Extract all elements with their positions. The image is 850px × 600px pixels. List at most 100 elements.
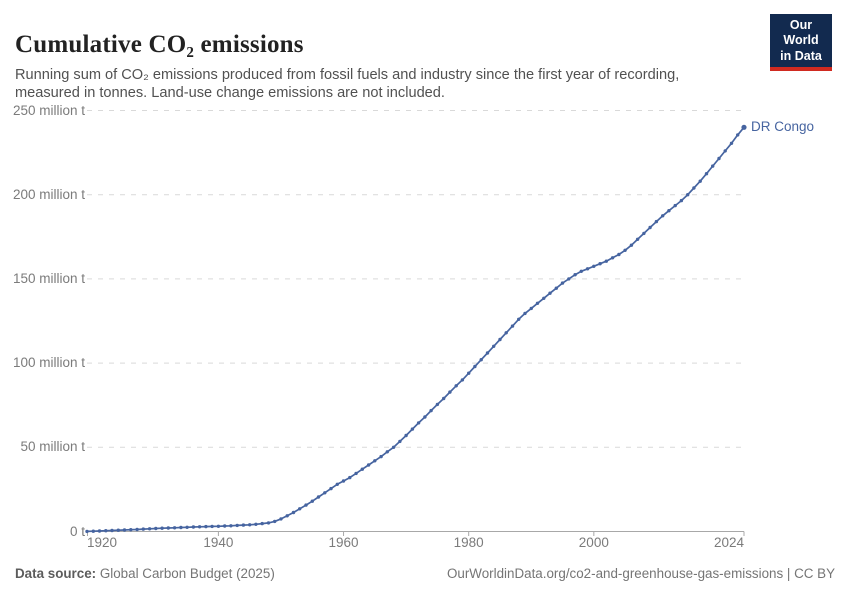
data-point[interactable] — [135, 527, 139, 532]
data-point[interactable] — [216, 524, 221, 528]
data-point[interactable] — [686, 193, 690, 197]
data-point[interactable] — [460, 378, 465, 382]
data-point[interactable] — [116, 528, 121, 532]
data-point[interactable] — [661, 214, 665, 218]
data-point[interactable] — [197, 525, 202, 529]
data-point[interactable] — [623, 248, 627, 252]
data-point[interactable] — [160, 526, 164, 530]
data-point[interactable] — [110, 528, 114, 533]
data-point[interactable] — [535, 301, 540, 305]
data-point[interactable] — [529, 306, 533, 311]
data-point[interactable] — [85, 529, 89, 534]
data-point[interactable] — [673, 203, 677, 208]
data-point[interactable] — [273, 519, 277, 524]
data-point[interactable] — [185, 525, 189, 529]
entity-label-dr-congo[interactable]: DR Congo — [751, 119, 815, 135]
data-point[interactable] — [323, 491, 327, 495]
data-point[interactable] — [485, 351, 490, 355]
data-point[interactable] — [573, 273, 577, 277]
data-point[interactable] — [635, 237, 640, 241]
owid-logo[interactable]: Our World in Data — [770, 14, 832, 71]
data-point[interactable] — [542, 296, 546, 300]
data-point[interactable] — [667, 209, 671, 213]
emissions-line[interactable] — [86, 126, 745, 533]
data-point[interactable] — [429, 408, 433, 413]
data-point[interactable] — [560, 281, 565, 285]
data-point[interactable] — [723, 149, 727, 153]
data-point-end[interactable] — [741, 124, 747, 130]
data-point[interactable] — [385, 450, 389, 454]
data-point[interactable] — [416, 421, 421, 425]
data-point[interactable] — [523, 311, 527, 316]
data-point[interactable] — [679, 198, 684, 203]
data-point[interactable] — [642, 231, 646, 236]
data-point[interactable] — [698, 179, 702, 183]
data-point[interactable] — [654, 219, 659, 224]
data-point[interactable] — [579, 269, 583, 273]
data-point[interactable] — [298, 507, 302, 511]
data-point[interactable] — [404, 433, 408, 438]
data-point[interactable] — [260, 521, 264, 526]
data-point[interactable] — [604, 259, 608, 263]
data-point[interactable] — [104, 529, 108, 533]
data-point[interactable] — [154, 526, 158, 531]
data-point[interactable] — [141, 527, 145, 531]
data-point[interactable] — [492, 344, 496, 348]
data-point[interactable] — [248, 523, 252, 527]
data-point[interactable] — [510, 324, 515, 328]
data-point[interactable] — [473, 364, 477, 369]
data-point[interactable] — [498, 337, 502, 342]
data-point[interactable] — [366, 463, 371, 467]
data-point[interactable] — [548, 291, 552, 295]
data-point[interactable] — [554, 286, 558, 290]
data-point[interactable] — [610, 256, 615, 260]
data-point[interactable] — [91, 529, 96, 533]
data-point[interactable] — [291, 510, 296, 515]
data-point[interactable] — [304, 503, 308, 507]
data-point[interactable] — [310, 499, 314, 503]
data-point[interactable] — [398, 439, 402, 444]
data-point[interactable] — [448, 390, 452, 394]
data-point[interactable] — [435, 402, 440, 407]
data-point[interactable] — [122, 528, 127, 532]
emissions-line-series[interactable] — [85, 124, 747, 534]
data-point[interactable] — [454, 384, 458, 388]
data-point[interactable] — [617, 252, 621, 257]
data-point[interactable] — [285, 514, 289, 518]
data-point[interactable] — [235, 523, 239, 528]
data-point[interactable] — [410, 427, 415, 431]
data-point[interactable] — [442, 396, 446, 401]
data-point[interactable] — [147, 527, 152, 531]
data-point[interactable] — [598, 262, 602, 266]
data-point[interactable] — [329, 486, 333, 491]
data-point[interactable] — [373, 459, 377, 463]
data-point[interactable] — [717, 156, 721, 161]
data-point[interactable] — [585, 267, 590, 271]
data-point[interactable] — [360, 467, 364, 471]
data-point[interactable] — [266, 521, 271, 525]
data-point[interactable] — [711, 164, 715, 168]
data-point[interactable] — [191, 525, 196, 529]
data-point[interactable] — [229, 524, 233, 528]
data-point[interactable] — [391, 445, 396, 449]
data-source-note[interactable]: Data source: Global Carbon Budget (2025) — [15, 566, 275, 581]
data-point[interactable] — [736, 133, 740, 137]
data-point[interactable] — [504, 331, 508, 335]
data-point[interactable] — [210, 524, 214, 529]
data-point[interactable] — [592, 264, 596, 268]
data-point[interactable] — [129, 528, 133, 532]
data-point[interactable] — [348, 475, 352, 480]
data-point[interactable] — [223, 524, 227, 528]
data-point[interactable] — [279, 517, 283, 521]
data-point[interactable] — [479, 358, 483, 362]
data-point[interactable] — [316, 495, 321, 499]
data-point[interactable] — [567, 277, 571, 281]
data-point[interactable] — [704, 172, 709, 176]
data-point[interactable] — [692, 186, 696, 190]
data-point[interactable] — [254, 522, 258, 526]
data-point[interactable] — [729, 141, 734, 145]
data-point[interactable] — [517, 317, 521, 321]
data-point[interactable] — [335, 482, 339, 486]
owid-url-link[interactable]: OurWorldinData.org/co2-and-greenhouse-ga… — [446, 566, 835, 581]
